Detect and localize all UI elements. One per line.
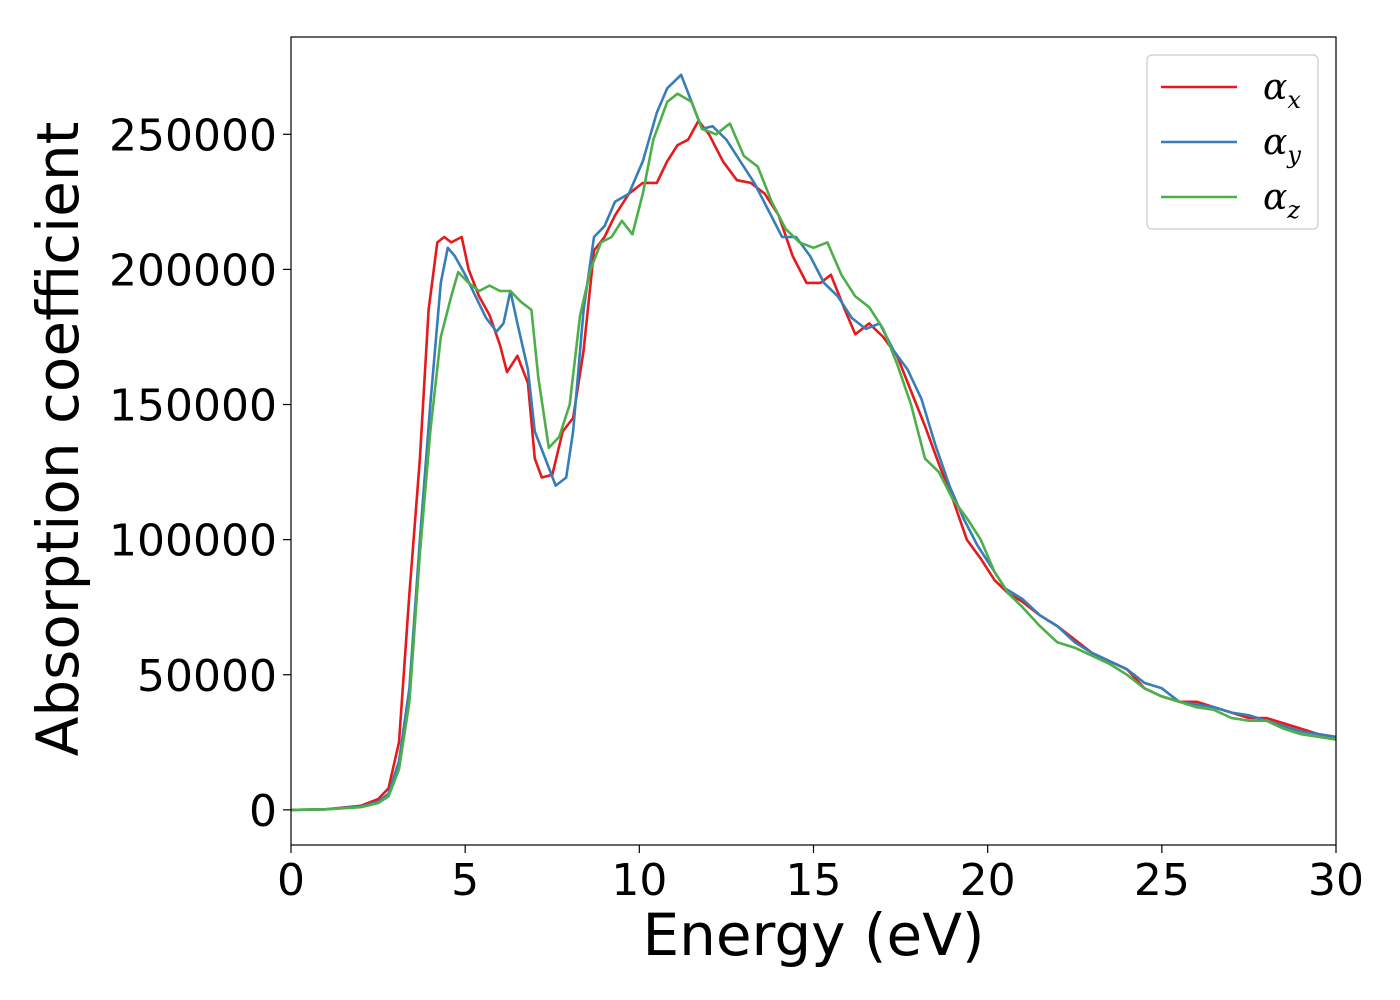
x-tick-label: 30 xyxy=(1308,855,1364,906)
y-tick-label: 0 xyxy=(249,786,277,837)
x-tick-label: 20 xyxy=(960,855,1016,906)
plot-area xyxy=(291,73,1336,812)
x-tick-label: 5 xyxy=(451,855,479,906)
y-tick-label: 150000 xyxy=(109,381,277,432)
legend-symbol: α xyxy=(1263,122,1287,163)
legend-subscript: x xyxy=(1287,86,1301,114)
x-tick-label: 25 xyxy=(1134,855,1190,906)
y-tick-label: 50000 xyxy=(137,651,277,702)
legend-subscript: z xyxy=(1286,196,1300,224)
x-axis: 0 5 10 15 20 25 30 xyxy=(277,845,1364,906)
y-axis-title: Absorption coefficient xyxy=(24,122,92,757)
y-tick-label: 100000 xyxy=(109,516,277,567)
legend-subscript: y xyxy=(1286,141,1301,169)
legend-label-x: αx xyxy=(1263,67,1301,114)
x-axis-title: Energy (eV) xyxy=(642,901,984,969)
legend-label-z: αz xyxy=(1263,177,1300,224)
legend-symbol: α xyxy=(1263,177,1287,218)
series-line-z xyxy=(291,92,1336,812)
y-tick-label: 250000 xyxy=(109,110,277,161)
x-tick-label: 15 xyxy=(786,855,842,906)
series-line-y xyxy=(291,73,1336,812)
x-tick-label: 10 xyxy=(611,855,667,906)
y-axis: 0 50000 100000 150000 200000 250000 xyxy=(109,110,291,837)
legend-symbol: α xyxy=(1263,67,1287,108)
x-tick-label: 0 xyxy=(277,855,305,906)
y-tick-label: 200000 xyxy=(109,245,277,296)
legend-label-y: αy xyxy=(1263,122,1301,169)
